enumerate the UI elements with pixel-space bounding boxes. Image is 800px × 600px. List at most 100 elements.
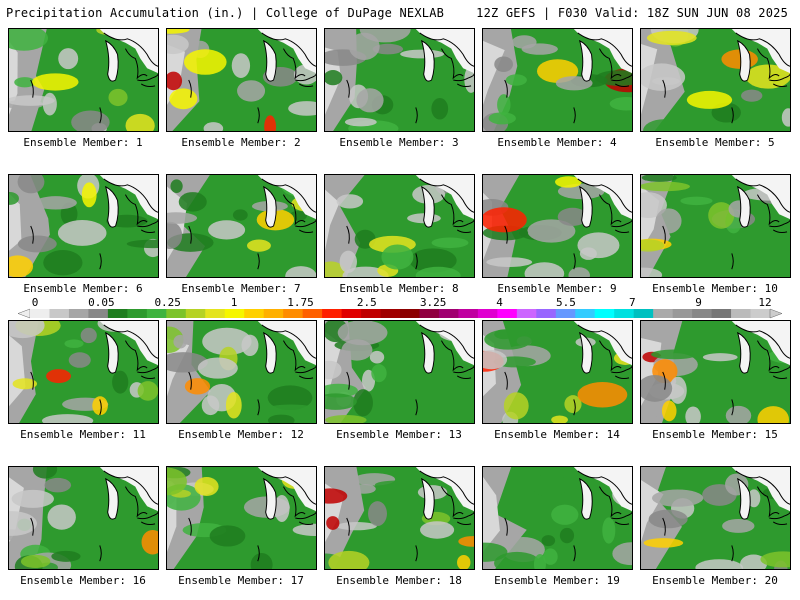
colorbar-swatch bbox=[107, 309, 128, 318]
precip-field bbox=[9, 467, 158, 569]
colorbar-swatch bbox=[361, 309, 381, 318]
colorbar-swatch bbox=[594, 309, 615, 318]
colorbar-tick-label: 4 bbox=[496, 296, 503, 309]
colorbar-swatch bbox=[536, 309, 557, 318]
ensemble-member-label: Ensemble Member: 6 bbox=[23, 282, 143, 295]
ensemble-member-label: Ensemble Member: 15 bbox=[652, 428, 778, 441]
precip-field bbox=[483, 467, 632, 569]
ensemble-member-map bbox=[166, 466, 317, 570]
colorbar-swatch bbox=[322, 309, 342, 318]
colorbar-swatch bbox=[263, 309, 284, 318]
colorbar-swatch bbox=[516, 309, 537, 318]
ensemble-member-label: Ensemble Member: 12 bbox=[178, 428, 304, 441]
ensemble-member-map bbox=[640, 174, 791, 278]
ensemble-member-label: Ensemble Member: 13 bbox=[336, 428, 462, 441]
colorbar-swatch bbox=[302, 309, 323, 318]
ensemble-member-map bbox=[640, 28, 791, 132]
ensemble-member-label: Ensemble Member: 18 bbox=[336, 574, 462, 587]
colorbar-left-arrow bbox=[17, 308, 31, 319]
ensemble-member-map bbox=[8, 466, 159, 570]
precip-field bbox=[325, 321, 474, 423]
ensemble-member-label: Ensemble Member: 14 bbox=[494, 428, 620, 441]
colorbar-tick-label: 0.25 bbox=[154, 296, 181, 309]
ensemble-member-map bbox=[482, 466, 633, 570]
ensemble-member-map bbox=[640, 320, 791, 424]
colorbar-swatch bbox=[224, 309, 245, 318]
ensemble-member-label: Ensemble Member: 5 bbox=[655, 136, 775, 149]
colorbar-swatch bbox=[633, 309, 654, 318]
precip-field bbox=[325, 467, 474, 569]
ensemble-member-map bbox=[324, 466, 475, 570]
colorbar-tick-label: 5.5 bbox=[556, 296, 576, 309]
ensemble-member-label: Ensemble Member: 2 bbox=[181, 136, 301, 149]
precip-field bbox=[167, 321, 316, 423]
colorbar-swatch bbox=[458, 309, 479, 318]
ensemble-member-map bbox=[166, 320, 317, 424]
precip-field bbox=[483, 29, 632, 131]
ensemble-member-label: Ensemble Member: 9 bbox=[497, 282, 617, 295]
colorbar-swatch bbox=[438, 309, 459, 318]
ensemble-member-label: Ensemble Member: 8 bbox=[339, 282, 459, 295]
ensemble-member-label: Ensemble Member: 3 bbox=[339, 136, 459, 149]
ensemble-member-label: Ensemble Member: 10 bbox=[652, 282, 778, 295]
precip-field bbox=[641, 175, 790, 277]
colorbar-swatch bbox=[614, 309, 635, 318]
precip-field bbox=[641, 321, 790, 423]
map-title: Precipitation Accumulation (in.) | Colle… bbox=[6, 6, 445, 20]
precip-field bbox=[167, 467, 316, 569]
colorbar-swatch bbox=[30, 309, 50, 318]
precip-field bbox=[167, 175, 316, 277]
colorbar-swatch bbox=[555, 309, 576, 318]
colorbar-swatch bbox=[146, 309, 167, 318]
colorbar-tick-label: 7 bbox=[629, 296, 636, 309]
colorbar-swatch bbox=[497, 309, 518, 318]
precip-field bbox=[641, 29, 790, 131]
ensemble-member-map bbox=[8, 28, 159, 132]
colorbar-swatch bbox=[575, 309, 596, 318]
colorbar-tick-label: 3.25 bbox=[420, 296, 447, 309]
colorbar-swatch bbox=[185, 309, 206, 318]
precip-field bbox=[641, 467, 790, 569]
colorbar-swatch bbox=[750, 309, 771, 318]
colorbar-swatch bbox=[49, 309, 70, 318]
precip-field bbox=[9, 175, 158, 277]
colorbar-swatch bbox=[477, 309, 498, 318]
ensemble-member-map bbox=[166, 174, 317, 278]
colorbar-tick-label: 0.05 bbox=[88, 296, 115, 309]
colorbar-swatch bbox=[166, 309, 187, 318]
ensemble-member-map bbox=[8, 174, 159, 278]
ensemble-member-map bbox=[482, 320, 633, 424]
colorbar-swatch bbox=[731, 309, 751, 318]
precip-field bbox=[325, 29, 474, 131]
colorbar-tick-label: 0 bbox=[32, 296, 39, 309]
ensemble-member-map bbox=[324, 28, 475, 132]
precip-field bbox=[325, 175, 474, 277]
colorbar-tick-label: 1.75 bbox=[287, 296, 314, 309]
colorbar-swatch bbox=[244, 309, 265, 318]
colorbar-tick-label: 1 bbox=[231, 296, 238, 309]
ensemble-member-map bbox=[482, 28, 633, 132]
colorbar-swatch bbox=[653, 309, 674, 318]
precip-field bbox=[167, 29, 316, 131]
ensemble-member-map bbox=[324, 174, 475, 278]
ensemble-member-label: Ensemble Member: 17 bbox=[178, 574, 304, 587]
colorbar-swatch bbox=[419, 309, 440, 318]
colorbar-tick-label: 2.5 bbox=[357, 296, 377, 309]
colorbar-right-arrow bbox=[769, 308, 783, 319]
ensemble-member-label: Ensemble Member: 1 bbox=[23, 136, 143, 149]
colorbar-swatch bbox=[341, 309, 362, 318]
precip-colorbar: 0 0.05 0.25 1 1.75 2.5 3.25 4 5.5 7 9 12 bbox=[17, 296, 783, 319]
colorbar-swatch bbox=[88, 309, 109, 318]
colorbar-tick-label: 9 bbox=[695, 296, 702, 309]
colorbar-swatch bbox=[672, 309, 693, 318]
precip-field bbox=[483, 321, 632, 423]
ensemble-member-map bbox=[166, 28, 317, 132]
colorbar-swatch bbox=[711, 309, 732, 318]
ensemble-member-map bbox=[482, 174, 633, 278]
colorbar-tick-label: 12 bbox=[758, 296, 771, 309]
colorbar-swatch bbox=[127, 309, 148, 318]
colorbar-swatch bbox=[400, 309, 420, 318]
ensemble-member-label: Ensemble Member: 20 bbox=[652, 574, 778, 587]
ensemble-member-label: Ensemble Member: 7 bbox=[181, 282, 301, 295]
colorbar-swatch bbox=[205, 309, 226, 318]
